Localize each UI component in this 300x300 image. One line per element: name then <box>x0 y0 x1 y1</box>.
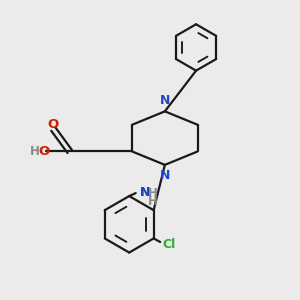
Text: N: N <box>140 186 151 199</box>
Text: N: N <box>160 94 170 107</box>
Text: O: O <box>47 118 58 131</box>
Text: H: H <box>30 145 40 158</box>
Text: N: N <box>160 169 170 182</box>
Text: H: H <box>148 187 158 200</box>
Text: H: H <box>148 195 158 208</box>
Text: Cl: Cl <box>163 238 176 251</box>
Text: O: O <box>38 145 49 158</box>
Text: N: N <box>140 186 151 199</box>
